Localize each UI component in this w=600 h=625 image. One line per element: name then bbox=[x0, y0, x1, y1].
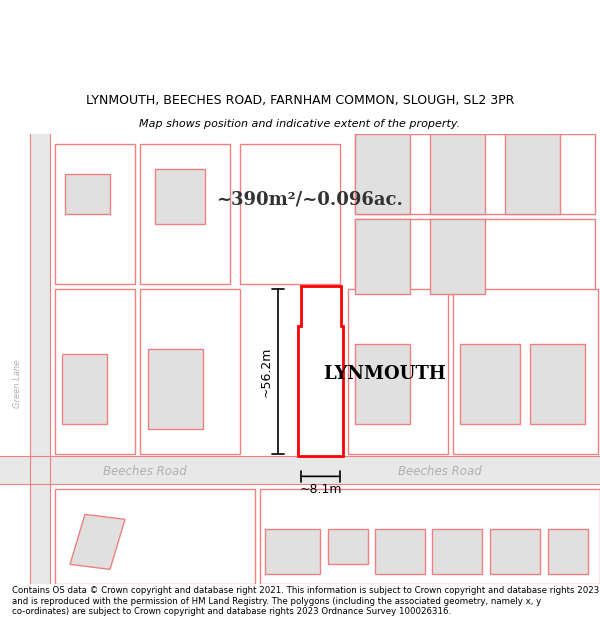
Bar bbox=[348, 289, 448, 454]
Bar bbox=[375, 529, 425, 574]
Bar bbox=[355, 134, 410, 214]
Text: Beeches Road: Beeches Road bbox=[398, 465, 482, 478]
Polygon shape bbox=[70, 514, 125, 569]
Bar bbox=[30, 134, 50, 584]
Bar bbox=[530, 344, 585, 424]
Bar bbox=[62, 354, 107, 424]
Text: LYNMOUTH: LYNMOUTH bbox=[323, 366, 446, 383]
Bar bbox=[460, 344, 520, 424]
Bar bbox=[0, 456, 600, 484]
Bar bbox=[505, 134, 560, 214]
Bar bbox=[355, 134, 595, 214]
Text: Contains OS data © Crown copyright and database right 2021. This information is : Contains OS data © Crown copyright and d… bbox=[12, 586, 599, 616]
Bar bbox=[355, 219, 595, 294]
Bar bbox=[432, 529, 482, 574]
Bar bbox=[430, 134, 485, 214]
Bar bbox=[55, 489, 255, 584]
Text: Beeches Road: Beeches Road bbox=[103, 465, 187, 478]
Bar bbox=[55, 289, 135, 454]
Bar bbox=[265, 529, 320, 574]
Bar bbox=[355, 219, 410, 294]
Text: Green Lane: Green Lane bbox=[13, 360, 22, 409]
Text: Map shows position and indicative extent of the property.: Map shows position and indicative extent… bbox=[139, 119, 461, 129]
Bar bbox=[140, 289, 240, 454]
Bar bbox=[148, 349, 203, 429]
Text: ~56.2m: ~56.2m bbox=[260, 346, 272, 397]
Bar bbox=[155, 169, 205, 224]
Bar bbox=[328, 529, 368, 564]
Text: ~8.1m: ~8.1m bbox=[299, 483, 342, 496]
Bar bbox=[453, 289, 598, 454]
Bar bbox=[490, 529, 540, 574]
Bar bbox=[140, 144, 230, 284]
Bar bbox=[355, 344, 410, 424]
Bar bbox=[548, 529, 588, 574]
Bar bbox=[55, 144, 135, 284]
Bar bbox=[65, 174, 110, 214]
Text: ~390m²/~0.096ac.: ~390m²/~0.096ac. bbox=[217, 191, 403, 208]
Polygon shape bbox=[298, 286, 343, 456]
Bar bbox=[430, 219, 485, 294]
Bar bbox=[260, 489, 600, 584]
Polygon shape bbox=[240, 144, 340, 284]
Text: LYNMOUTH, BEECHES ROAD, FARNHAM COMMON, SLOUGH, SL2 3PR: LYNMOUTH, BEECHES ROAD, FARNHAM COMMON, … bbox=[86, 94, 514, 107]
